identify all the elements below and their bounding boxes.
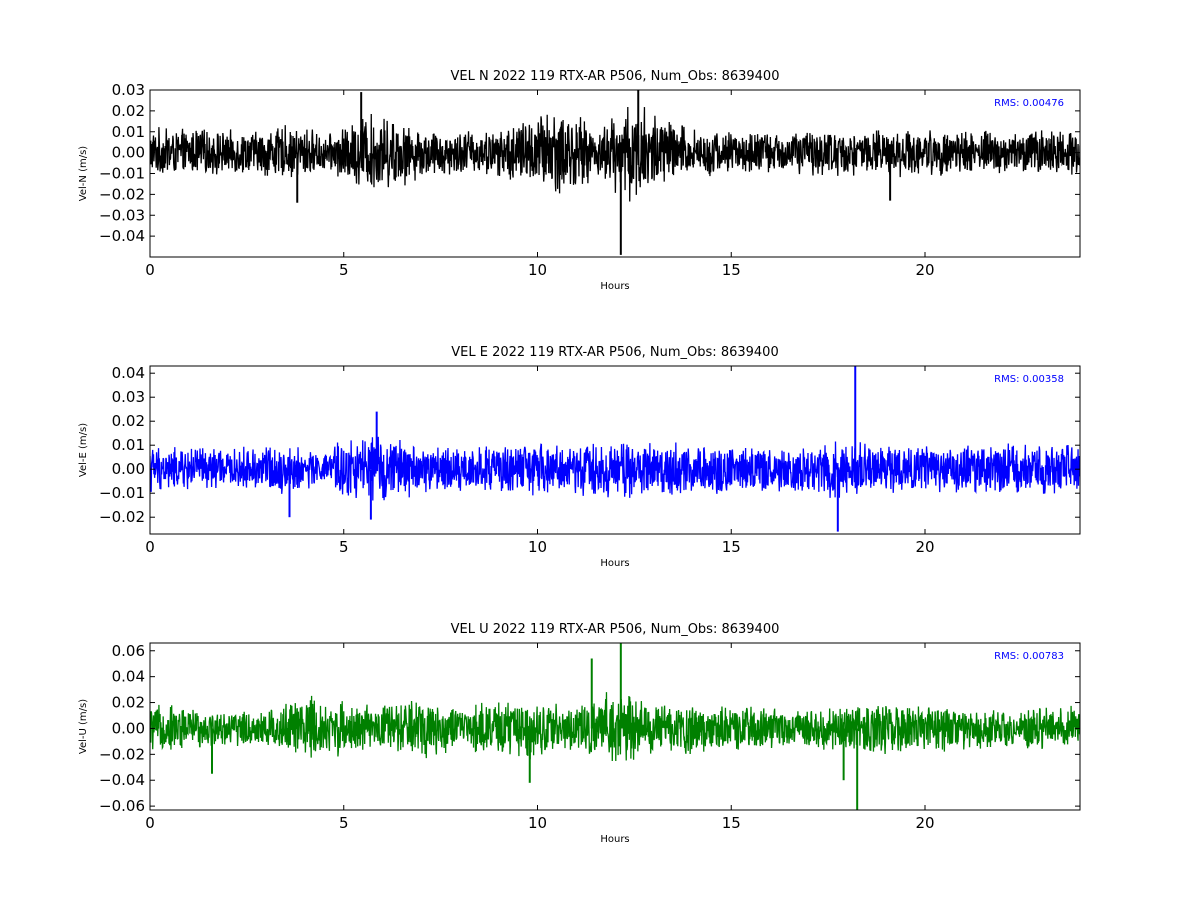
series-line xyxy=(150,107,1080,202)
series-line xyxy=(150,692,1080,762)
y-tick-label: 0.04 xyxy=(112,364,145,382)
y-tick-label: −0.04 xyxy=(99,227,145,245)
y-tick-label: 0.03 xyxy=(112,81,145,99)
x-tick-label: 20 xyxy=(915,261,934,279)
y-tick-label: 0.02 xyxy=(112,102,145,120)
y-tick-label: −0.02 xyxy=(99,508,145,526)
y-tick-label: −0.01 xyxy=(99,165,145,183)
y-tick-label: −0.06 xyxy=(99,797,145,815)
x-axis-label: Hours xyxy=(600,281,629,292)
y-tick-label: −0.01 xyxy=(99,484,145,502)
x-tick-label: 20 xyxy=(915,538,934,556)
x-tick-label: 5 xyxy=(339,538,349,556)
x-tick-label: 15 xyxy=(722,261,741,279)
chart-panel-2: VEL U 2022 119 RTX-AR P506, Num_Obs: 863… xyxy=(78,622,1081,845)
series-line xyxy=(150,436,1080,501)
y-tick-label: 0.03 xyxy=(112,388,145,406)
y-tick-label: −0.03 xyxy=(99,206,145,224)
y-axis-label: Vel-E (m/s) xyxy=(78,423,89,477)
plot-frame xyxy=(149,642,1081,811)
x-tick-label: 20 xyxy=(915,814,934,832)
x-axis-label: Hours xyxy=(600,834,629,845)
chart-title: VEL U 2022 119 RTX-AR P506, Num_Obs: 863… xyxy=(451,622,780,637)
chart-panel-0: VEL N 2022 119 RTX-AR P506, Num_Obs: 863… xyxy=(78,69,1081,292)
x-tick-label: 0 xyxy=(145,814,155,832)
x-tick-label: 5 xyxy=(339,814,349,832)
chart-title: VEL N 2022 119 RTX-AR P506, Num_Obs: 863… xyxy=(451,69,780,84)
x-tick-label: 15 xyxy=(722,814,741,832)
y-tick-label: 0.00 xyxy=(112,719,145,737)
x-tick-label: 5 xyxy=(339,261,349,279)
chart-panel-1: VEL E 2022 119 RTX-AR P506, Num_Obs: 863… xyxy=(78,345,1081,569)
y-axis-label: Vel-N (m/s) xyxy=(78,146,89,201)
x-tick-label: 10 xyxy=(528,261,547,279)
x-axis-label: Hours xyxy=(600,558,629,569)
y-tick-label: 0.01 xyxy=(112,436,145,454)
y-tick-label: −0.04 xyxy=(99,771,145,789)
y-tick-label: 0.02 xyxy=(112,694,145,712)
chart-title: VEL E 2022 119 RTX-AR P506, Num_Obs: 863… xyxy=(451,345,778,360)
x-tick-label: 0 xyxy=(145,538,155,556)
x-tick-label: 10 xyxy=(528,538,547,556)
y-tick-label: 0.04 xyxy=(112,668,145,686)
x-tick-label: 10 xyxy=(528,814,547,832)
rms-annotation: RMS: 0.00358 xyxy=(994,374,1064,385)
rms-annotation: RMS: 0.00783 xyxy=(994,651,1064,662)
y-tick-label: 0.01 xyxy=(112,123,145,141)
rms-annotation: RMS: 0.00476 xyxy=(994,98,1064,109)
x-tick-label: 15 xyxy=(722,538,741,556)
plot-frame xyxy=(149,365,1081,535)
y-axis-label: Vel-U (m/s) xyxy=(78,699,89,754)
y-tick-label: −0.02 xyxy=(99,745,145,763)
y-tick-label: −0.02 xyxy=(99,185,145,203)
y-tick-label: 0.06 xyxy=(112,642,145,660)
y-tick-label: 0.02 xyxy=(112,412,145,430)
y-tick-label: 0.00 xyxy=(112,144,145,162)
y-tick-label: 0.00 xyxy=(112,460,145,478)
x-tick-label: 0 xyxy=(145,261,155,279)
